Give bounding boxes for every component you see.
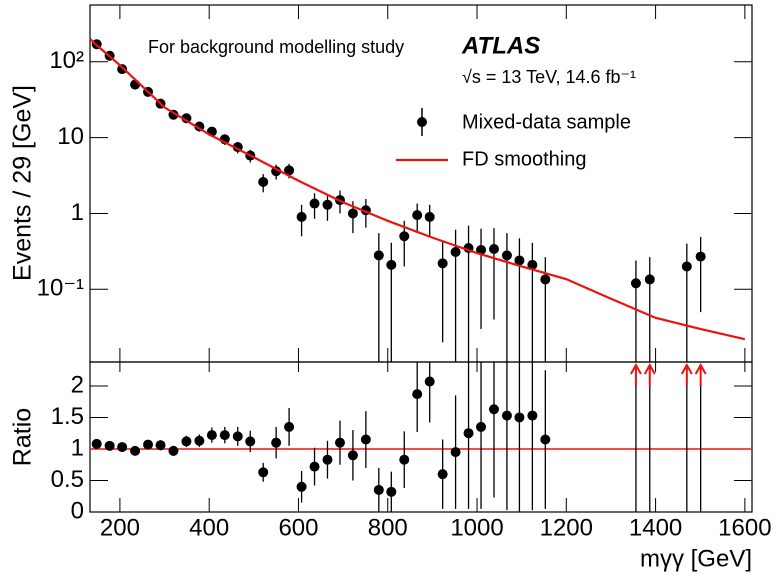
data-point bbox=[117, 442, 128, 453]
data-point bbox=[284, 421, 295, 432]
y-axis-label: Events / 29 [GeV] bbox=[9, 85, 37, 281]
y-tick-label: 10² bbox=[49, 47, 84, 74]
data-point bbox=[258, 176, 269, 187]
data-point bbox=[194, 435, 205, 446]
data-point bbox=[117, 64, 128, 75]
data-point bbox=[181, 113, 192, 124]
data-point bbox=[488, 404, 499, 415]
data-point bbox=[219, 430, 230, 441]
data-point bbox=[501, 410, 512, 421]
plot-frame bbox=[89, 4, 753, 363]
data-point bbox=[334, 437, 345, 448]
x-tick-label: 600 bbox=[278, 514, 318, 541]
x-tick-label: 800 bbox=[368, 514, 408, 541]
data-point bbox=[181, 436, 192, 447]
y-tick-label: 2 bbox=[71, 371, 84, 398]
out-of-range-arrow bbox=[630, 362, 642, 386]
data-point bbox=[386, 259, 397, 270]
x-tick-label: 1600 bbox=[718, 514, 771, 541]
data-point bbox=[695, 251, 706, 262]
data-point bbox=[681, 261, 692, 272]
data-point bbox=[143, 439, 154, 450]
data-point bbox=[412, 210, 423, 221]
data-point bbox=[540, 274, 551, 285]
data-point bbox=[476, 421, 487, 432]
data-point bbox=[412, 389, 423, 400]
data-point bbox=[206, 430, 217, 441]
data-point bbox=[258, 467, 269, 478]
data-point bbox=[347, 208, 358, 219]
data-point bbox=[309, 461, 320, 472]
data-point bbox=[424, 376, 435, 387]
x-tick-label: 1400 bbox=[629, 514, 682, 541]
data-point bbox=[501, 250, 512, 261]
data-point bbox=[168, 445, 179, 456]
y-tick-label: 0 bbox=[71, 497, 84, 524]
data-point bbox=[360, 434, 371, 445]
data-point bbox=[373, 484, 384, 495]
data-point bbox=[130, 445, 141, 456]
data-point bbox=[296, 211, 307, 222]
data-point bbox=[437, 258, 448, 269]
x-tick-label: 1200 bbox=[540, 514, 593, 541]
data-point bbox=[104, 440, 115, 451]
legend-swatch bbox=[417, 117, 427, 127]
data-point bbox=[155, 440, 166, 451]
out-of-range-arrow bbox=[680, 362, 693, 386]
y-tick-label: 10 bbox=[57, 123, 84, 150]
data-point bbox=[386, 486, 397, 497]
x-tick-label: 400 bbox=[189, 514, 229, 541]
data-point bbox=[322, 454, 333, 465]
data-point bbox=[514, 255, 525, 266]
x-axis-label: mγγ [GeV] bbox=[640, 545, 752, 572]
data-point bbox=[644, 274, 655, 285]
data-point bbox=[514, 412, 525, 423]
data-point bbox=[540, 434, 551, 445]
y-tick-label: 0.5 bbox=[51, 466, 84, 493]
data-point bbox=[373, 250, 384, 261]
data-point bbox=[399, 454, 410, 465]
data-point bbox=[527, 259, 538, 270]
data-point bbox=[271, 437, 282, 448]
data-point bbox=[450, 447, 461, 458]
data-point bbox=[488, 243, 499, 254]
data-point bbox=[399, 231, 410, 242]
x-tick-label: 200 bbox=[100, 514, 140, 541]
out-of-range-arrow bbox=[694, 362, 707, 386]
data-point bbox=[322, 199, 333, 210]
data-point bbox=[296, 481, 307, 492]
data-point bbox=[463, 428, 474, 439]
data-point bbox=[130, 79, 141, 90]
data-point bbox=[91, 438, 102, 449]
y-tick-label: 10⁻¹ bbox=[37, 275, 84, 302]
y-tick-label: 1 bbox=[71, 434, 84, 461]
data-point bbox=[284, 165, 295, 176]
legend-label: Mixed-data sample bbox=[462, 111, 631, 133]
out-of-range-arrow bbox=[643, 362, 656, 386]
annotation: For background modelling study bbox=[148, 37, 404, 57]
legend-label: FD smoothing bbox=[462, 148, 587, 170]
x-tick-label: 1000 bbox=[450, 514, 503, 541]
data-point bbox=[245, 436, 256, 447]
y-tick-label: 1.5 bbox=[51, 403, 84, 430]
annotation: ATLAS bbox=[461, 32, 540, 59]
data-point bbox=[309, 198, 320, 209]
data-point bbox=[232, 431, 243, 442]
data-point bbox=[424, 211, 435, 222]
data-point bbox=[527, 410, 538, 421]
data-point bbox=[437, 469, 448, 480]
data-point bbox=[450, 247, 461, 258]
plot-frame bbox=[89, 361, 753, 513]
data-point bbox=[630, 278, 641, 289]
y-axis-label: Ratio bbox=[9, 408, 37, 466]
annotation: √s = 13 TeV, 14.6 fb⁻¹ bbox=[462, 67, 636, 87]
y-tick-label: 1 bbox=[71, 199, 84, 226]
data-point bbox=[347, 450, 358, 461]
fit-line bbox=[89, 38, 746, 341]
